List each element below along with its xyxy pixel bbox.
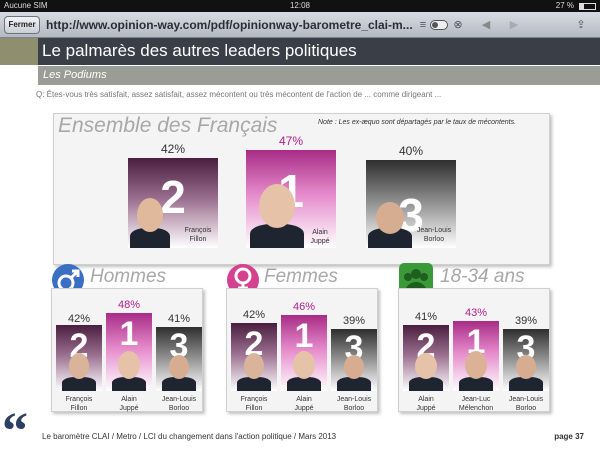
portrait	[287, 349, 321, 391]
podium-pct: 41%	[414, 311, 438, 323]
podium-first: 1	[453, 321, 499, 391]
portrait	[250, 176, 304, 248]
portrait	[509, 353, 543, 391]
section-title-ensemble: Ensemble des Français	[58, 114, 278, 137]
podium-third: 3	[331, 329, 377, 391]
podium-first: 1	[106, 313, 152, 391]
podium-pct: 39%	[342, 315, 366, 327]
portrait	[162, 353, 196, 391]
podium-pct: 42%	[67, 313, 91, 325]
close-button[interactable]: Fermer	[4, 16, 40, 34]
podium-first: 1	[281, 315, 327, 391]
panel-ensemble: Ensemble des Français Note : Les ex-æquo…	[53, 113, 550, 265]
panel-jeunes: 41% 2 Alain Juppé 43% 1 Jean-Luc Mélenchon…	[398, 288, 550, 412]
podium-pct: 47%	[278, 134, 304, 148]
candidate-name: Jean-Louis Borloo	[336, 396, 372, 412]
panel-femmes: 42% 2 François Fillon 46% 1 Alain Juppé 39…	[226, 288, 378, 412]
footer-source: Le baromètre CLAI / Metro / LCI du chang…	[42, 432, 337, 441]
candidate-name: Alain Juppé	[294, 396, 314, 412]
portrait	[62, 351, 96, 391]
section-title-hommes: Hommes	[90, 266, 167, 287]
subtitle-bar: Les Podiums	[38, 66, 600, 85]
tie-note: Note : Les ex-æquo sont départagés par l…	[318, 119, 517, 126]
candidate-name: Jean-Louis Borloo	[416, 227, 452, 243]
podium-pct: 48%	[117, 299, 141, 311]
portrait	[409, 351, 443, 391]
podium-second: 2	[403, 325, 449, 391]
podium-pct: 43%	[464, 307, 488, 319]
podium-third: 3	[503, 329, 549, 391]
podium-second: 2	[231, 323, 277, 391]
page-subtitle: Les Podiums	[43, 69, 107, 81]
candidate-name: François Fillon	[65, 396, 93, 412]
browser-toolbar: Fermer http://www.opinion-way.com/pdf/op…	[0, 12, 600, 38]
candidate-name: Alain Juppé	[310, 229, 330, 245]
portrait	[459, 349, 493, 391]
portrait	[130, 192, 170, 248]
candidate-name: François Fillon	[184, 227, 212, 243]
url-field[interactable]: http://www.opinion-way.com/pdf/opinionwa…	[46, 18, 413, 32]
battery-percent: 27 %	[555, 1, 574, 10]
podium-third: 3 Jean-Louis Borloo	[366, 160, 456, 248]
survey-question: Q: Êtes-vous très satisfait, assez satis…	[36, 90, 442, 99]
podium-pct: 42%	[242, 309, 266, 321]
close-circle-icon[interactable]: ⊗	[453, 19, 463, 31]
portrait	[368, 198, 412, 248]
share-icon[interactable]: ⇪	[576, 19, 586, 31]
candidate-name: Alain Juppé	[416, 396, 436, 412]
podium-first: 1 Alain Juppé	[246, 150, 336, 248]
podium-second: 2	[56, 325, 102, 391]
podium-third: 3	[156, 327, 202, 391]
carrier-label: Aucune SIM	[4, 1, 48, 10]
forward-arrow-icon[interactable]: ▶	[509, 19, 519, 31]
candidate-name: Jean-Louis Borloo	[161, 396, 197, 412]
portrait	[337, 353, 371, 391]
page-title: Le palmarès des autres leaders politique…	[42, 41, 357, 60]
status-bar: Aucune SIM 12:08 27 %	[0, 0, 600, 12]
clock: 12:08	[289, 1, 311, 10]
candidate-name: Alain Juppé	[119, 396, 139, 412]
podium-pct: 39%	[514, 315, 538, 327]
rank-number: 1	[119, 315, 139, 353]
podium-pct: 46%	[292, 301, 316, 313]
quote-mark-icon: “	[2, 403, 28, 460]
reader-icon[interactable]: ≡	[419, 19, 427, 31]
back-arrow-icon[interactable]: ◀	[481, 19, 491, 31]
podium-pct: 42%	[160, 142, 186, 156]
portrait	[237, 351, 271, 391]
portrait	[112, 349, 146, 391]
rank-number: 1	[294, 317, 314, 355]
candidate-name: Jean-Louis Borloo	[508, 396, 544, 412]
section-title-jeunes: 18-34 ans	[440, 266, 525, 287]
rank-number: 2	[160, 171, 186, 223]
candidate-name: Jean-Luc Mélenchon	[458, 396, 494, 412]
podium-pct: 40%	[398, 144, 424, 158]
panel-hommes: 42% 2 François Fillon 48% 1 Alain Juppé 41…	[51, 288, 203, 412]
toggle-switch[interactable]	[430, 20, 448, 30]
battery-icon	[579, 3, 596, 10]
slide-header: Le palmarès des autres leaders politique…	[0, 38, 600, 65]
candidate-name: François Fillon	[240, 396, 268, 412]
section-title-femmes: Femmes	[264, 266, 338, 287]
header-accent-strip	[0, 38, 38, 65]
podium-second: 2 François Fillon	[128, 158, 218, 248]
page-number: page 37	[554, 432, 584, 441]
podium-pct: 41%	[167, 313, 191, 325]
